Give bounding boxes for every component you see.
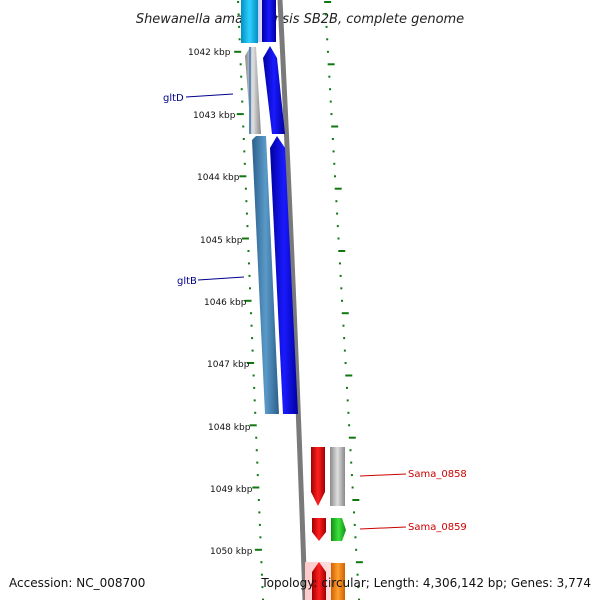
ruler-label: 1045 kbp [200,236,243,246]
sama-0858-leader-line [359,473,407,477]
ruler-ticks-right [324,1,363,600]
feature-red-bottom[interactable] [312,562,326,600]
gltB-leader-line [197,276,245,281]
gene-label-gltD[interactable]: gltD [163,93,184,104]
ruler-label: 1048 kbp [208,423,251,433]
gltB-feature[interactable] [252,136,279,414]
ruler-label: 1043 kbp [193,111,236,121]
sama-0859-green-feature[interactable] [331,518,346,541]
map-title: Shewanella amazonensis SB2B, complete ge… [136,12,464,27]
sama-0859-red-arrow[interactable] [312,518,326,541]
ruler-label: 1050 kbp [210,547,253,557]
gltD-feature-edge [249,47,251,134]
feature-light-top[interactable] [258,0,264,42]
feature-cyan-top[interactable] [241,0,258,43]
gene-label-sama-0859[interactable]: Sama_0859 [408,522,467,533]
sequence-backbone [277,0,308,600]
blue-gene-arrow-2[interactable] [270,136,298,414]
ruler-label: 1044 kbp [197,173,240,183]
gene-label-gltB[interactable]: gltB [177,276,197,287]
ruler-label: 1047 kbp [207,360,250,370]
sama-0859-leader-line [359,526,407,530]
ruler-labels: 1042 kbp 1043 kbp 1044 kbp 1045 kbp 1046 kbp… [188,48,253,557]
gltD-feature[interactable] [245,47,261,134]
blue-gene-arrow-1[interactable] [263,46,285,134]
gene-label-sama-0858[interactable]: Sama_0858 [408,469,467,480]
feature-orange-bottom[interactable] [331,563,345,600]
gltD-leader-line [185,93,234,98]
genome-summary-text: Topology: circular; Length: 4,306,142 bp… [261,576,591,590]
ruler-label: 1049 kbp [210,485,253,495]
ruler-label: 1042 kbp [188,48,231,58]
feature-blue-top[interactable] [262,0,276,42]
ruler-label: 1046 kbp [204,298,247,308]
sama-0858-red-arrow[interactable] [311,447,325,506]
accession-text: Accession: NC_008700 [9,576,146,590]
ruler-ticks-left [234,1,264,600]
sama-0858-gray-feature[interactable] [330,447,345,506]
